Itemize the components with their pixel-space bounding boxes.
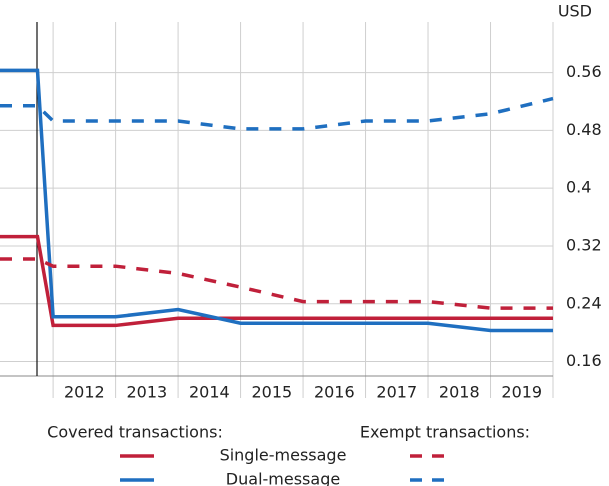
x-tick-label: 2018	[439, 383, 480, 402]
x-tick-label: 2017	[376, 383, 417, 402]
series-line	[0, 68, 553, 333]
x-tick-label: 2015	[251, 383, 292, 402]
legend-label: Dual-message	[226, 470, 340, 486]
legend-label: Single-message	[220, 446, 347, 465]
series-line	[0, 96, 554, 131]
legend-heading: Covered transactions:	[47, 423, 223, 442]
y-tick-label: 0.16	[566, 351, 602, 370]
series-line	[0, 257, 553, 310]
y-tick-label: 0.4	[566, 178, 591, 197]
legend-heading: Exempt transactions:	[360, 423, 530, 442]
y-tick-label: 0.56	[566, 62, 602, 81]
series-line	[0, 234, 553, 328]
x-tick-label: 2014	[189, 383, 230, 402]
unit-label: USD	[558, 2, 592, 21]
x-tick-label: 2012	[64, 383, 105, 402]
y-tick-label: 0.48	[566, 120, 602, 139]
y-tick-label: 0.24	[566, 293, 602, 312]
x-tick-label: 2013	[126, 383, 167, 402]
x-tick-label: 2016	[314, 383, 355, 402]
x-tick-label: 2019	[501, 383, 542, 402]
y-tick-label: 0.32	[566, 235, 602, 254]
